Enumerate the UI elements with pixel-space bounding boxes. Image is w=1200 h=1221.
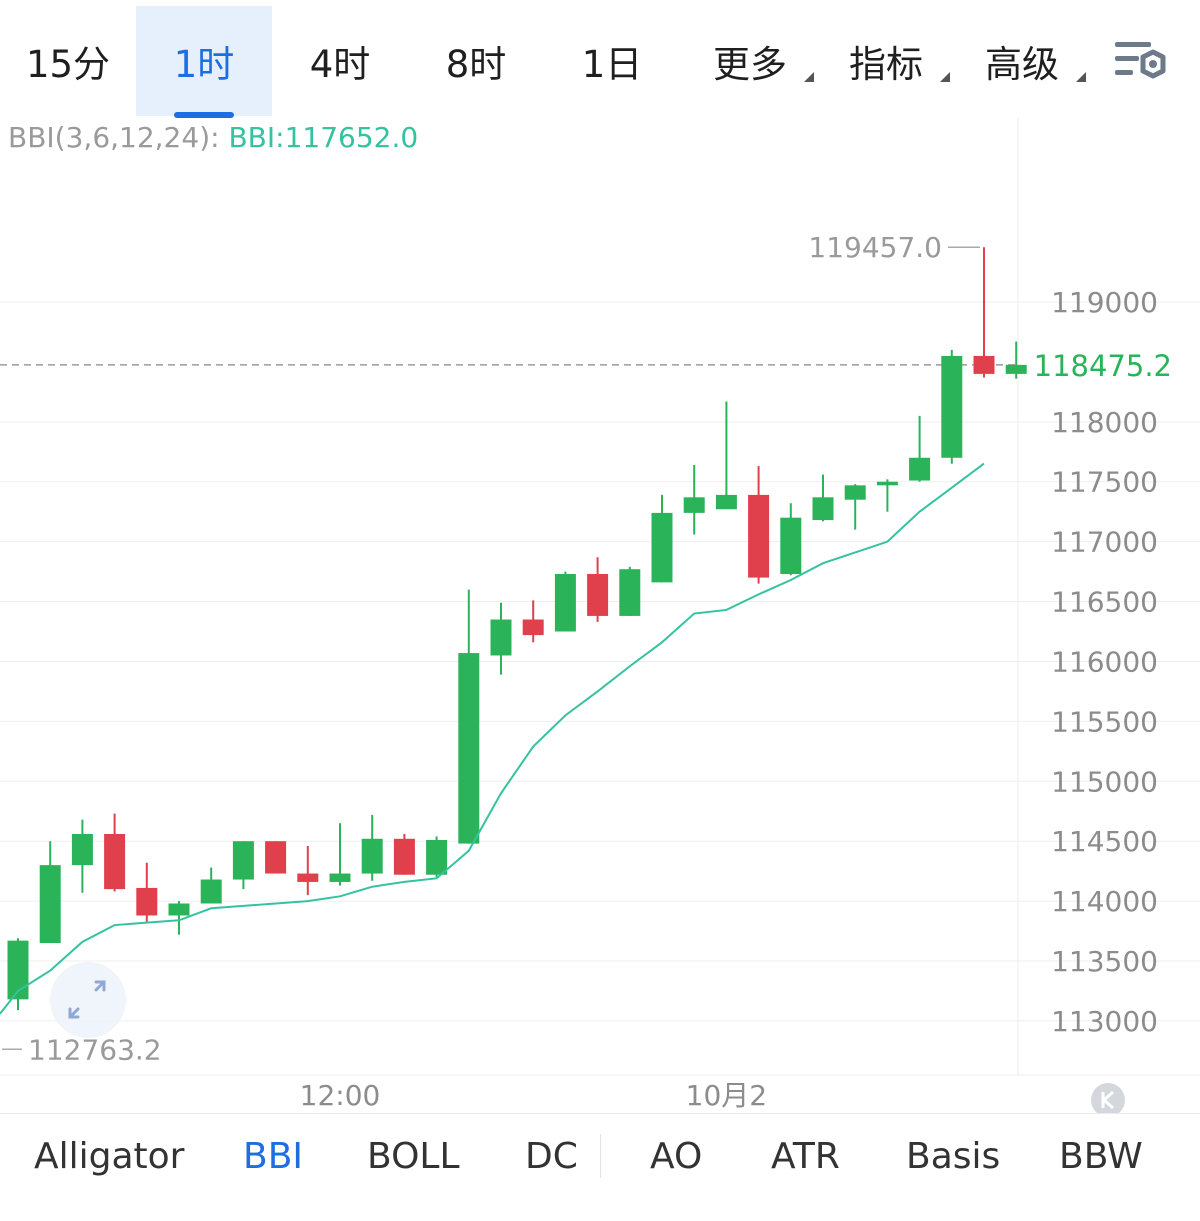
candle-body[interactable]	[71, 834, 93, 866]
candle-body[interactable]	[458, 653, 480, 844]
indicator-tab-boll[interactable]: BOLL	[367, 1136, 460, 1177]
indicator-tab-basis[interactable]: Basis	[906, 1136, 1001, 1177]
tab-1h[interactable]: 1时	[136, 6, 272, 118]
indicator-tab-ao[interactable]: AO	[650, 1136, 703, 1177]
indicators-menu-label: 指标	[849, 43, 923, 86]
indicator-tab-bbi[interactable]: BBI	[243, 1136, 304, 1177]
candle-body[interactable]	[780, 517, 802, 574]
candle-body[interactable]	[232, 841, 254, 880]
indicator-tab-bbw[interactable]: BBW	[1059, 1136, 1143, 1177]
candle-body[interactable]	[651, 512, 673, 583]
advanced-menu-label: 高级	[985, 43, 1059, 86]
indicator-value: BBI:117652.0	[228, 121, 419, 154]
candle-body[interactable]	[812, 497, 834, 521]
y-tick-label: 117000	[1051, 526, 1158, 559]
bbi-line	[0, 462, 985, 1015]
y-tick-label: 118000	[1051, 406, 1158, 439]
candle-body[interactable]	[683, 497, 705, 513]
candle-body[interactable]	[522, 619, 544, 636]
dropdown-caret-icon	[1076, 72, 1086, 82]
candle-body[interactable]	[554, 573, 576, 632]
indicator-tab-dc[interactable]: DC	[525, 1136, 578, 1177]
x-tick-label: 12:00	[300, 1079, 381, 1112]
candle-body[interactable]	[748, 494, 770, 578]
y-tick-label: 116500	[1051, 586, 1158, 619]
candle-body[interactable]	[973, 355, 995, 374]
y-tick-label: 113500	[1051, 945, 1158, 978]
candle-body[interactable]	[7, 940, 29, 1000]
tab-label: 1时	[173, 43, 235, 86]
y-tick-label: 117500	[1051, 466, 1158, 499]
y-tick-label: 113000	[1051, 1005, 1158, 1038]
y-tick-label: 114000	[1051, 885, 1158, 918]
indicator-name: BBI(3,6,12,24):	[8, 121, 220, 154]
candlestick-chart[interactable]: 119000 118000 117500 117000 116500 116000 1155…	[0, 118, 1200, 1113]
tab-divider	[600, 1134, 601, 1178]
y-tick-label: 115000	[1051, 765, 1158, 798]
indicators-menu[interactable]: 指标	[836, 6, 950, 116]
advanced-menu[interactable]: 高级	[972, 6, 1086, 116]
candle-body[interactable]	[39, 865, 61, 944]
candle-body[interactable]	[909, 457, 931, 481]
y-tick-label: 119000	[1051, 286, 1158, 319]
candle-body[interactable]	[136, 887, 158, 916]
more-menu-label: 更多	[713, 43, 787, 86]
tab-label: 4时	[309, 43, 371, 86]
dropdown-caret-icon	[804, 72, 814, 82]
active-tab-underline	[174, 112, 234, 118]
tab-label: 1日	[581, 43, 643, 86]
y-tick-label: 114500	[1051, 825, 1158, 858]
candle-body[interactable]	[619, 569, 641, 616]
chart-settings-icon[interactable]	[1113, 38, 1173, 88]
candle-body[interactable]	[393, 838, 415, 875]
timeframe-toolbar: 15分 1时 4时 8时 1日 更多 指标 高级	[0, 0, 1200, 118]
bbi-indicator-legend: BBI(3,6,12,24): BBI:117652.0	[8, 121, 418, 154]
candle-body[interactable]	[587, 573, 609, 616]
k-logo-mark	[1101, 1090, 1114, 1110]
candle-body[interactable]	[168, 903, 190, 916]
high-marker-label: 119457.0	[808, 231, 942, 264]
low-marker-label: 112763.2	[28, 1033, 162, 1066]
candle-body[interactable]	[361, 838, 383, 874]
last-price-badge	[1020, 340, 1190, 389]
indicator-tabs: Alligator BBI BOLL DC AO ATR Basis BBW	[0, 1113, 1200, 1221]
candle-body[interactable]	[490, 619, 512, 656]
last-price-label: 118475.2	[1034, 349, 1172, 383]
tab-1d[interactable]: 1日	[544, 6, 680, 116]
candle-body[interactable]	[844, 485, 866, 500]
tab-15m[interactable]: 15分	[0, 6, 136, 116]
candle-body[interactable]	[297, 873, 319, 882]
candle-body[interactable]	[941, 355, 963, 458]
tab-label: 15分	[25, 43, 111, 86]
dropdown-caret-icon	[940, 72, 950, 82]
candle-body[interactable]	[1005, 364, 1027, 374]
y-tick-label: 116000	[1051, 645, 1158, 678]
expand-chart-button[interactable]	[50, 962, 126, 1038]
candle-body[interactable]	[104, 834, 126, 890]
candle-body[interactable]	[426, 839, 448, 875]
candle-body[interactable]	[265, 841, 287, 874]
indicator-tab-alligator[interactable]: Alligator	[34, 1136, 185, 1177]
tab-label: 8时	[445, 43, 507, 86]
candle-body[interactable]	[715, 494, 737, 510]
candle-body[interactable]	[876, 481, 898, 486]
tab-4h[interactable]: 4时	[272, 6, 408, 116]
y-tick-label: 115500	[1051, 705, 1158, 738]
indicator-tab-atr[interactable]: ATR	[771, 1136, 840, 1177]
candle-body[interactable]	[200, 879, 222, 904]
more-menu[interactable]: 更多	[700, 6, 814, 116]
x-tick-label: 10月2	[686, 1079, 767, 1112]
expand-icon	[68, 980, 106, 1019]
tab-8h[interactable]: 8时	[408, 6, 544, 116]
candle-body[interactable]	[329, 873, 351, 882]
